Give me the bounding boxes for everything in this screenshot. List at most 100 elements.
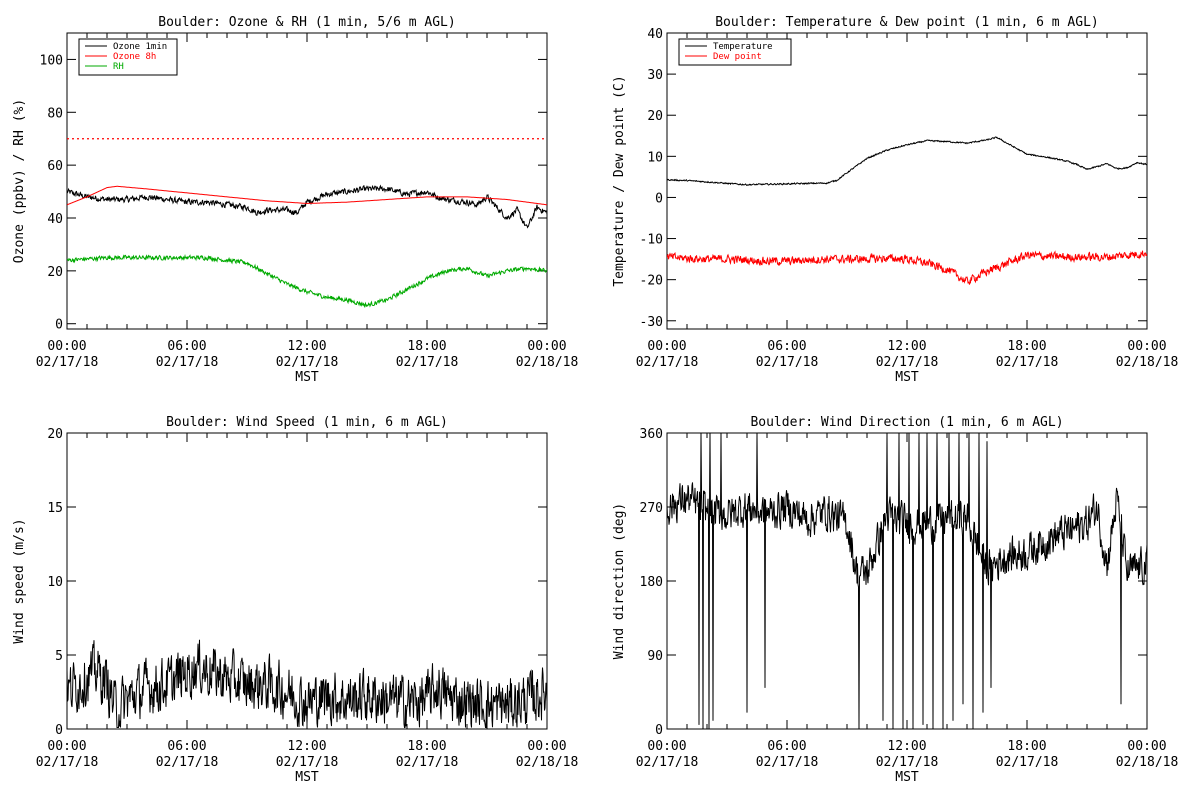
chart-panel-1: Boulder: Ozone & RH (1 min, 5/6 m AGL)02… [12, 15, 578, 385]
y-tick-label: 5 [55, 649, 63, 664]
x-tick-time-label: 12:00 [887, 739, 926, 754]
y-tick-label: 10 [47, 575, 63, 590]
x-tick-date-label: 02/18/18 [1116, 755, 1179, 770]
x-tick-date-label: 02/17/18 [276, 355, 339, 370]
x-tick-time-label: 00:00 [1127, 739, 1166, 754]
x-tick-time-label: 18:00 [1007, 739, 1046, 754]
series-line-rh [67, 253, 547, 309]
y-tick-label: -10 [640, 233, 663, 248]
y-tick-label: 0 [55, 318, 63, 333]
x-tick-date-label: 02/18/18 [516, 755, 579, 770]
y-tick-label: 100 [40, 53, 63, 68]
plot-frame [666, 32, 1148, 330]
plot-frame [666, 432, 1148, 730]
chart-panel-2: Boulder: Temperature & Dew point (1 min,… [612, 15, 1178, 385]
x-tick-date-label: 02/17/18 [876, 355, 939, 370]
x-tick-date-label: 02/17/18 [756, 355, 819, 370]
y-tick-label: 270 [640, 501, 663, 516]
x-tick-time-label: 00:00 [47, 739, 86, 754]
x-tick-date-label: 02/17/18 [996, 755, 1059, 770]
x-tick-date-label: 02/18/18 [1116, 355, 1179, 370]
x-tick-time-label: 00:00 [647, 339, 686, 354]
chart-title: Boulder: Wind Direction (1 min, 6 m AGL) [750, 415, 1063, 430]
x-tick-time-label: 06:00 [767, 339, 806, 354]
x-tick-date-label: 02/17/18 [636, 355, 699, 370]
chart-title: Boulder: Temperature & Dew point (1 min,… [715, 15, 1099, 30]
series-line-ozone-1min [67, 184, 547, 229]
legend-box [78, 38, 178, 76]
y-tick-label: -20 [640, 274, 663, 289]
y-axis-label: Wind direction (deg) [612, 503, 627, 660]
x-tick-date-label: 02/17/18 [276, 755, 339, 770]
x-tick-date-label: 02/17/18 [36, 755, 99, 770]
plot-frame [66, 32, 548, 330]
chart-title: Boulder: Wind Speed (1 min, 6 m AGL) [166, 415, 448, 430]
legend-entry: Temperature [713, 42, 773, 52]
y-tick-label: 40 [47, 212, 63, 227]
legend-box [678, 38, 792, 66]
y-axis-label: Temperature / Dew point (C) [612, 75, 627, 286]
x-tick-time-label: 18:00 [1007, 339, 1046, 354]
chart-panel-3: Boulder: Wind Speed (1 min, 6 m AGL) 0 5 10… [12, 415, 578, 785]
x-tick-date-label: 02/17/18 [636, 755, 699, 770]
x-tick-time-label: 18:00 [407, 739, 446, 754]
y-tick-label: 0 [655, 191, 663, 206]
y-tick-label: 180 [640, 575, 663, 590]
legend-entry: Ozone 1min [113, 42, 167, 52]
x-axis-label: MST [895, 770, 919, 785]
y-tick-label: 80 [47, 106, 63, 121]
y-tick-label: 0 [655, 723, 663, 738]
chart-title: Boulder: Ozone & RH (1 min, 5/6 m AGL) [158, 15, 455, 30]
x-tick-date-label: 02/18/18 [516, 355, 579, 370]
y-tick-label: 90 [647, 649, 663, 664]
x-tick-date-label: 02/17/18 [36, 355, 99, 370]
x-tick-time-label: 18:00 [407, 339, 446, 354]
y-tick-label: 20 [47, 427, 63, 442]
y-axis-label: Ozone (ppbv) / RH (%) [12, 99, 27, 263]
y-tick-label: 20 [647, 109, 663, 124]
legend-entry: RH [113, 62, 124, 72]
x-axis-label: MST [295, 370, 319, 385]
x-tick-date-label: 02/17/18 [396, 755, 459, 770]
y-tick-label: 60 [47, 159, 63, 174]
x-tick-time-label: 06:00 [767, 739, 806, 754]
x-tick-date-label: 02/17/18 [156, 755, 219, 770]
x-tick-time-label: 00:00 [47, 339, 86, 354]
x-tick-time-label: 00:00 [527, 739, 566, 754]
x-tick-date-label: 02/17/18 [756, 755, 819, 770]
legend-entry: Ozone 8h [113, 52, 156, 62]
x-tick-time-label: 00:00 [527, 339, 566, 354]
x-tick-date-label: 02/17/18 [996, 355, 1059, 370]
x-tick-time-label: 12:00 [287, 739, 326, 754]
y-tick-label: 40 [647, 27, 663, 42]
x-tick-time-label: 06:00 [167, 739, 206, 754]
x-tick-time-label: 00:00 [1127, 339, 1166, 354]
x-tick-time-label: 06:00 [167, 339, 206, 354]
y-tick-label: 15 [47, 501, 63, 516]
series-line-temperature [667, 136, 1147, 186]
y-tick-label: -30 [640, 315, 663, 330]
y-tick-label: 360 [640, 427, 663, 442]
y-axis-label: Wind speed (m/s) [12, 518, 27, 643]
x-tick-time-label: 12:00 [887, 339, 926, 354]
series-line-data [67, 639, 547, 728]
series-line-ozone-8h [67, 185, 547, 206]
series-line-dew-point [667, 250, 1147, 285]
x-axis-label: MST [895, 370, 919, 385]
legend-entry: Dew point [713, 52, 762, 62]
y-tick-label: 20 [47, 265, 63, 280]
x-tick-time-label: 12:00 [287, 339, 326, 354]
x-tick-time-label: 00:00 [647, 739, 686, 754]
x-axis-label: MST [295, 770, 319, 785]
series-line-data [667, 433, 1147, 729]
x-tick-date-label: 02/17/18 [156, 355, 219, 370]
y-tick-label: 10 [647, 150, 663, 165]
x-tick-date-label: 02/17/18 [396, 355, 459, 370]
x-tick-date-label: 02/17/18 [876, 755, 939, 770]
y-tick-label: 30 [647, 68, 663, 83]
chart-panel-4: Boulder: Wind Direction (1 min, 6 m AGL)… [612, 415, 1178, 785]
